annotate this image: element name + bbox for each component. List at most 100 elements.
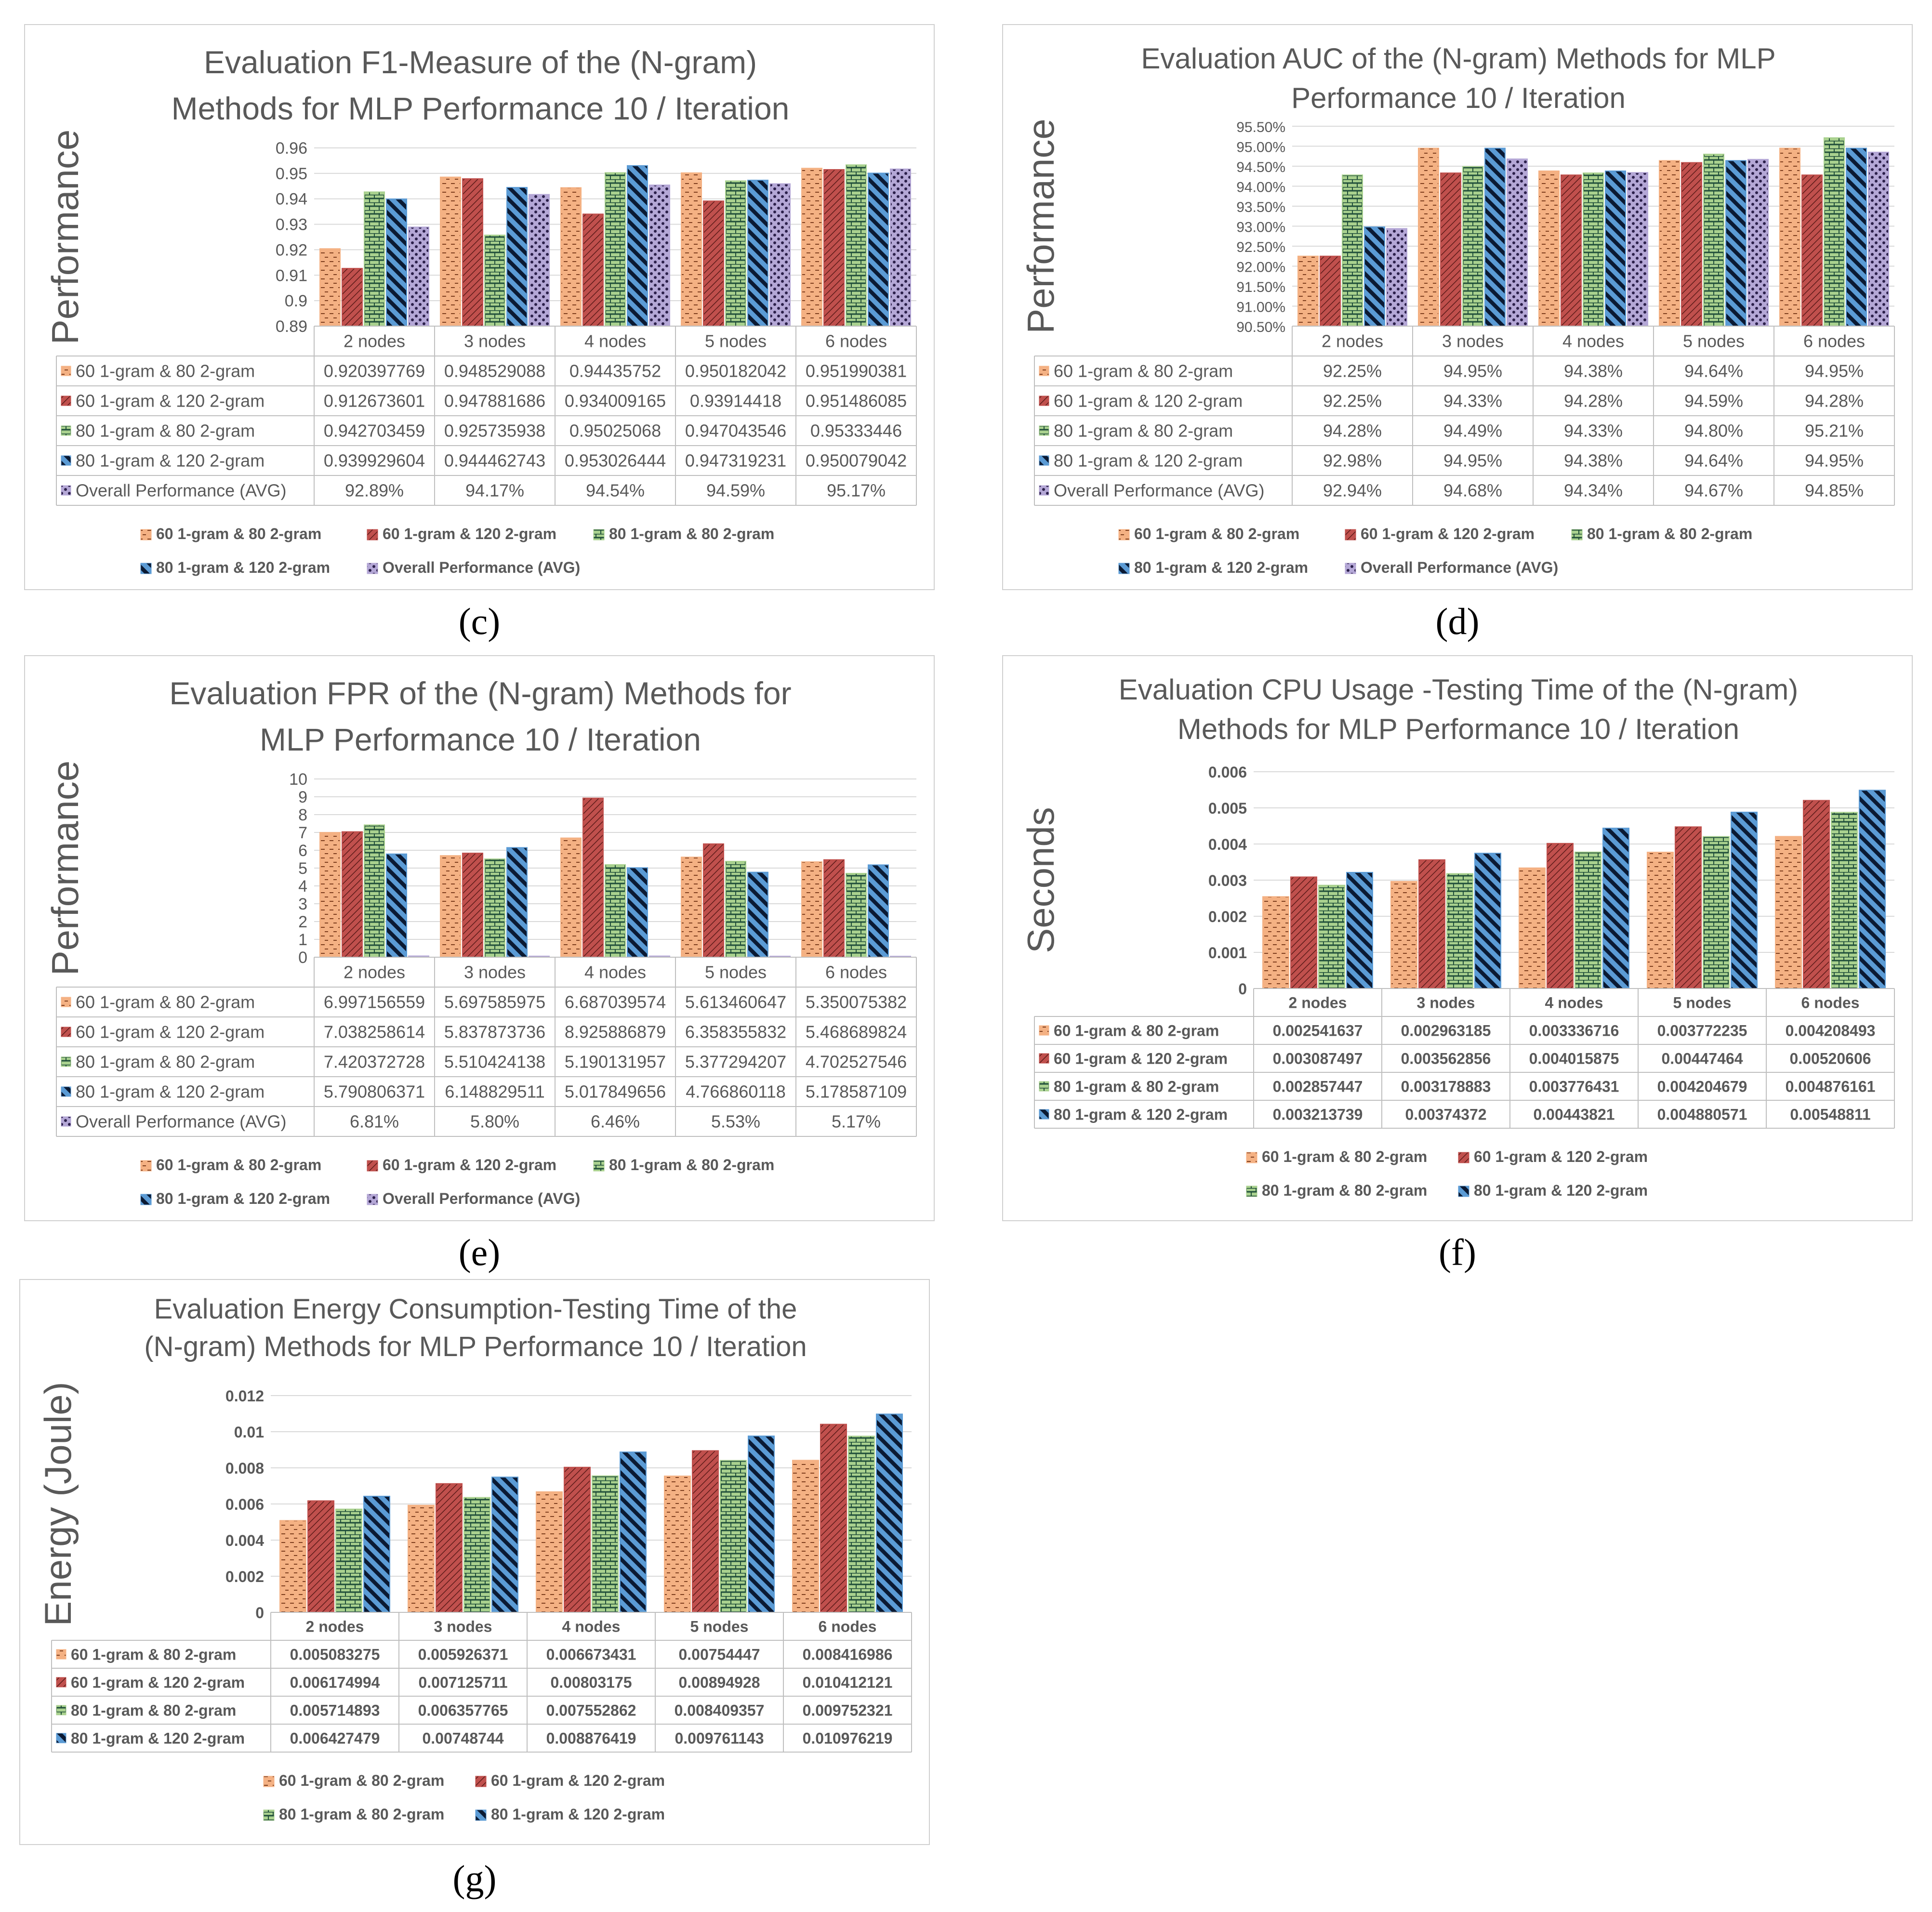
bar-4-3-nodes: [1484, 147, 1506, 327]
y-tick-label: 0: [298, 949, 307, 967]
category-label: 4 nodes: [584, 331, 646, 351]
bar-3-4-nodes: [1575, 851, 1601, 989]
table-cell: 94.64%: [1684, 450, 1743, 470]
table-series-name: 60 1-gram & 80 2-gram: [71, 1646, 236, 1663]
bar-1-4-nodes: [1538, 170, 1560, 327]
table-series-name: 80 1-gram & 80 2-gram: [71, 1702, 236, 1719]
table-legend-key: [61, 1027, 71, 1037]
bar-4-2-nodes: [1346, 871, 1373, 989]
legend-entry: Overall Performance (AVG): [383, 1190, 580, 1207]
legend-key: [593, 529, 605, 541]
bar-3-3-nodes: [484, 858, 505, 958]
table-cell: 0.00803175: [550, 1674, 632, 1691]
table-series-name: 60 1-gram & 80 2-gram: [1054, 1022, 1219, 1040]
table-series-name: 80 1-gram & 80 2-gram: [76, 421, 255, 440]
legend-key: [593, 1160, 605, 1172]
table-cell: 94.28%: [1564, 391, 1623, 410]
bar-2-5-nodes: [703, 200, 724, 327]
y-tick-label: 94.00%: [1236, 180, 1285, 196]
bar-3-2-nodes: [1342, 174, 1363, 327]
table-series-name: 60 1-gram & 80 2-gram: [1054, 361, 1233, 381]
table-series-name: Overall Performance (AVG): [76, 1111, 286, 1131]
bar-3-4-nodes: [1583, 172, 1604, 327]
legend-key: [475, 1776, 487, 1787]
table-cell: 0.003776431: [1529, 1078, 1619, 1095]
bar-1-6-nodes: [1775, 836, 1802, 989]
y-tick-label: 3: [298, 895, 307, 913]
bar-2-6-nodes: [823, 169, 845, 327]
legend-key: [140, 1194, 152, 1205]
table-cell: 0.00447464: [1661, 1050, 1743, 1068]
chart-panel-f: Evaluation CPU Usage -Testing Time of th…: [1002, 655, 1913, 1221]
table-cell: 0.00374372: [1405, 1106, 1486, 1123]
bar-1-3-nodes: [440, 176, 461, 327]
table-cell: 94.28%: [1805, 391, 1864, 410]
category-label: 4 nodes: [584, 962, 646, 982]
table-series-name: 60 1-gram & 120 2-gram: [76, 391, 265, 410]
table-cell: 0.008416986: [803, 1646, 893, 1663]
bar-4-5-nodes: [748, 1435, 775, 1613]
y-tick-label: 91.00%: [1236, 300, 1285, 316]
table-series-name: 80 1-gram & 80 2-gram: [76, 1052, 255, 1071]
table-cell: 5.190131957: [565, 1052, 666, 1071]
bar-2-6-nodes: [1803, 800, 1830, 989]
bar-2-2-nodes: [342, 268, 363, 327]
bar-1-4-nodes: [536, 1491, 563, 1613]
table-series-name: 80 1-gram & 120 2-gram: [76, 1081, 265, 1101]
table-legend-key: [56, 1649, 66, 1660]
panel-label-d: (d): [1435, 600, 1480, 642]
table-legend-key: [1039, 425, 1049, 436]
y-tick-label: 0.95: [276, 165, 307, 183]
bar-4-6-nodes: [868, 864, 889, 958]
table-cell: 7.420372728: [324, 1052, 425, 1071]
bar-3-4-nodes: [605, 172, 626, 327]
bar-4-2-nodes: [386, 198, 407, 327]
bar-3-5-nodes: [725, 861, 746, 958]
y-tick-label: 90.50%: [1236, 319, 1285, 335]
table-cell: 5.697585975: [444, 992, 545, 1012]
bar-1-3-nodes: [440, 855, 461, 958]
bar-1-5-nodes: [664, 1476, 691, 1613]
bar-3-6-nodes: [848, 1436, 875, 1613]
table-cell: 0.950182042: [685, 361, 786, 381]
table-cell: 94.34%: [1564, 480, 1623, 500]
table-cell: 0.006174994: [290, 1674, 380, 1691]
legend-entry: 80 1-gram & 80 2-gram: [279, 1806, 444, 1823]
table-cell: 6.687039574: [565, 992, 666, 1012]
bar-5-3-nodes: [529, 194, 550, 327]
bar-2-3-nodes: [436, 1483, 463, 1613]
table-cell: 0.010976219: [803, 1730, 893, 1747]
legend-entry: 80 1-gram & 120 2-gram: [491, 1806, 665, 1823]
bar-4-4-nodes: [1605, 170, 1626, 327]
chart-title-line-1: MLP Performance 10 / Iteration: [260, 722, 701, 757]
table-cell: 0.009761143: [675, 1730, 764, 1747]
bar-1-4-nodes: [1519, 867, 1546, 989]
bar-1-2-nodes: [319, 248, 341, 327]
table-cell: 6.997156559: [324, 992, 425, 1012]
bar-3-6-nodes: [1831, 812, 1858, 989]
panel-label-f: (f): [1439, 1231, 1476, 1273]
legend-entry: 60 1-gram & 80 2-gram: [1134, 525, 1299, 542]
table-legend-key: [61, 1116, 71, 1127]
bar-2-2-nodes: [342, 831, 363, 958]
table-legend-key: [61, 1086, 71, 1097]
bar-3-2-nodes: [364, 824, 385, 958]
legend-key: [140, 529, 152, 541]
table-cell: 0.007552862: [546, 1702, 636, 1719]
table-cell: 94.59%: [706, 480, 765, 500]
y-tick-label: 0.004: [1208, 836, 1247, 853]
table-cell: 0.006427479: [290, 1730, 380, 1747]
y-tick-label: 2: [298, 913, 307, 931]
table-legend-key: [61, 1056, 71, 1067]
table-cell: 0.003336716: [1529, 1022, 1619, 1040]
bar-5-2-nodes: [1386, 228, 1407, 327]
bar-3-5-nodes: [725, 180, 746, 327]
table-cell: 0.005714893: [290, 1702, 380, 1719]
category-label: 2 nodes: [344, 331, 405, 351]
table-series-name: Overall Performance (AVG): [76, 480, 286, 500]
bar-3-6-nodes: [846, 873, 867, 958]
table-cell: 5.468689824: [806, 1022, 907, 1042]
table-cell: 5.178587109: [806, 1081, 907, 1101]
table-cell: 0.006357765: [418, 1702, 508, 1719]
category-label: 2 nodes: [1289, 994, 1347, 1012]
